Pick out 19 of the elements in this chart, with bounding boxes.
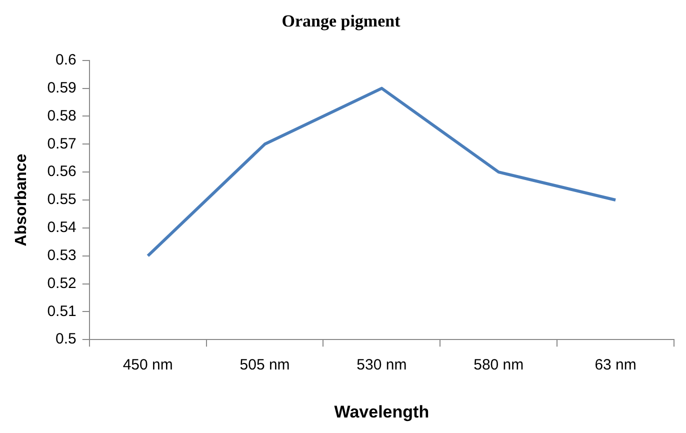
y-tick-label: 0.57 bbox=[47, 135, 76, 152]
x-tick-label: 530 nm bbox=[356, 356, 407, 374]
y-tick-label: 0.52 bbox=[47, 274, 76, 292]
y-tick-label: 0.59 bbox=[47, 79, 76, 96]
x-tick-label: 450 nm bbox=[122, 356, 173, 374]
x-tick-label: 63 nm bbox=[594, 356, 636, 374]
y-tick-label: 0.51 bbox=[47, 302, 76, 320]
y-tick-label: 0.6 bbox=[56, 52, 76, 69]
x-axis-title: Wavelength bbox=[334, 402, 430, 422]
y-tick-label: 0.53 bbox=[47, 246, 76, 264]
y-tick-label: 0.55 bbox=[47, 191, 76, 208]
chart-title: Orange pigment bbox=[282, 12, 401, 31]
x-tick-label: 580 nm bbox=[474, 356, 524, 374]
y-tick-label: 0.5 bbox=[56, 330, 76, 348]
y-tick-label: 0.54 bbox=[47, 219, 76, 236]
y-tick-label: 0.58 bbox=[47, 107, 76, 124]
y-tick-label: 0.56 bbox=[47, 163, 76, 180]
x-tick-label: 505 nm bbox=[240, 356, 290, 374]
y-axis-title: Absorbance bbox=[13, 154, 30, 246]
